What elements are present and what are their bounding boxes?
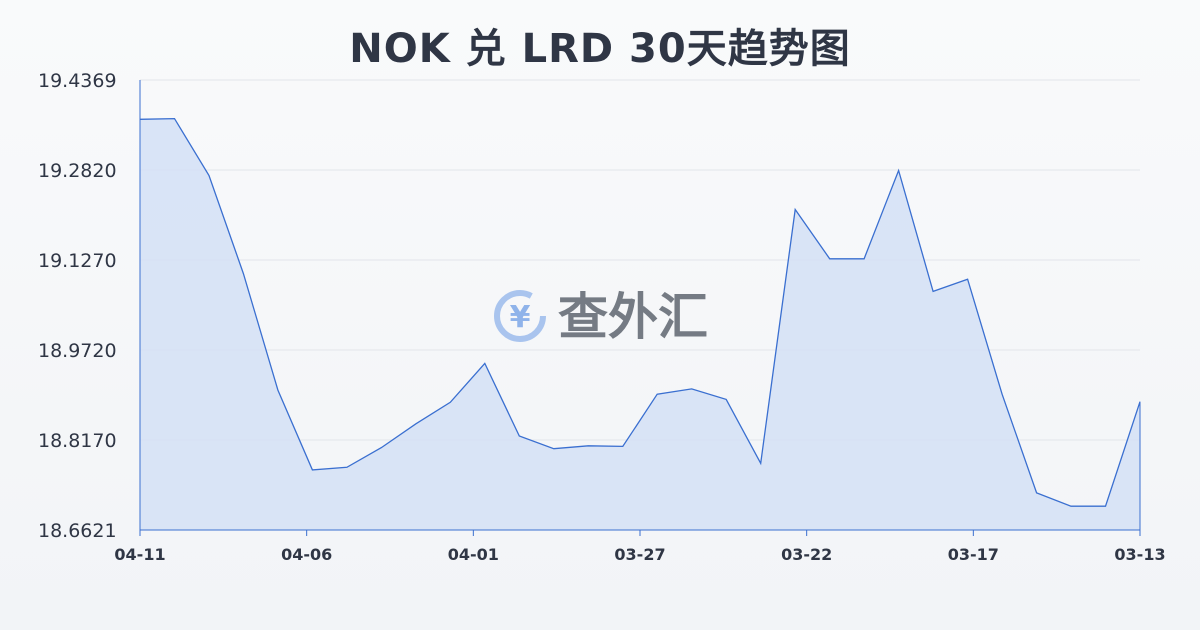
watermark: ¥ 查外汇 [494,288,708,346]
x-tick-labels: 04-11 04-06 04-01 03-27 03-22 03-17 03-13 [114,545,1165,564]
y-tick-label: 19.4369 [38,70,117,92]
chart-title: NOK 兑 LRD 30天趋势图 [349,26,851,72]
series-area [139,117,1141,530]
x-tick-label: 04-06 [281,545,332,564]
y-tick-label: 18.8170 [38,430,117,452]
yen-exchange-icon: ¥ [494,290,546,342]
watermark-symbol: ¥ [510,300,531,335]
series-line [139,117,1141,507]
y-tick-label: 18.9720 [38,340,117,362]
y-tick-labels: 19.4369 19.2820 19.1270 18.9720 18.8170 18.66… [38,70,117,542]
x-tick-label: 03-17 [948,545,999,564]
axes [139,80,1141,536]
x-tick-label: 04-01 [448,545,499,564]
y-tick-label: 19.1270 [38,250,117,272]
y-tick-label: 19.2820 [38,160,117,182]
y-tick-label: 18.6621 [38,520,117,542]
x-tick-label: 04-11 [114,545,165,564]
x-tick-label: 03-22 [781,545,832,564]
x-tick-label: 03-27 [614,545,665,564]
area-fill [140,118,1140,530]
watermark-text: 查外汇 [558,288,708,346]
grid-lines [140,79,1140,441]
x-tick-label: 03-13 [1114,545,1165,564]
